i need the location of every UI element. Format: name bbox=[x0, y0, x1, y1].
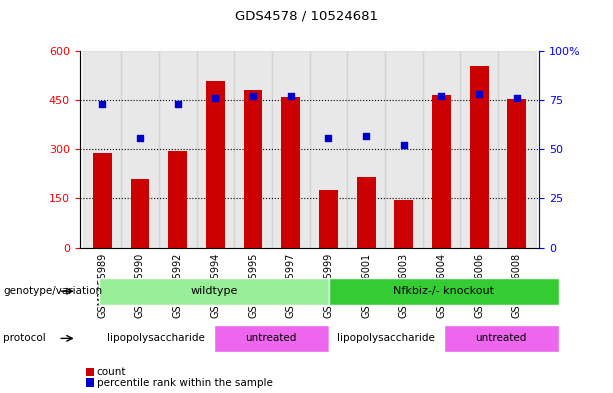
Point bbox=[361, 132, 371, 139]
Text: Nfkbiz-/- knockout: Nfkbiz-/- knockout bbox=[393, 286, 494, 296]
Point bbox=[286, 93, 295, 99]
Point bbox=[436, 93, 446, 99]
Bar bbox=[93, 152, 112, 248]
Text: untreated: untreated bbox=[246, 333, 297, 343]
Text: lipopolysaccharide: lipopolysaccharide bbox=[337, 333, 435, 343]
Bar bbox=[310, 51, 347, 248]
Text: percentile rank within the sample: percentile rank within the sample bbox=[97, 378, 273, 388]
Bar bbox=[460, 51, 498, 248]
Bar bbox=[243, 90, 262, 248]
Point bbox=[324, 134, 333, 141]
Bar bbox=[422, 51, 460, 248]
Bar bbox=[159, 51, 197, 248]
Point bbox=[135, 134, 145, 141]
Bar bbox=[432, 95, 451, 248]
Bar bbox=[281, 97, 300, 248]
Point bbox=[210, 95, 220, 101]
Bar bbox=[347, 51, 385, 248]
Point bbox=[97, 101, 107, 107]
Bar bbox=[470, 66, 489, 248]
Bar bbox=[319, 190, 338, 248]
Bar bbox=[357, 177, 376, 248]
Text: protocol: protocol bbox=[3, 333, 46, 343]
Point bbox=[173, 101, 183, 107]
Text: lipopolysaccharide: lipopolysaccharide bbox=[107, 333, 205, 343]
Text: untreated: untreated bbox=[476, 333, 527, 343]
Bar bbox=[394, 200, 413, 248]
Bar bbox=[272, 51, 310, 248]
Bar bbox=[197, 51, 234, 248]
Bar bbox=[498, 51, 536, 248]
Text: GDS4578 / 10524681: GDS4578 / 10524681 bbox=[235, 10, 378, 23]
Bar bbox=[508, 99, 526, 248]
Bar bbox=[206, 81, 225, 248]
Bar bbox=[83, 51, 121, 248]
Bar bbox=[121, 51, 159, 248]
Point bbox=[399, 142, 409, 149]
Bar bbox=[131, 179, 150, 248]
Text: count: count bbox=[97, 367, 126, 377]
Point bbox=[248, 93, 258, 99]
Bar bbox=[385, 51, 422, 248]
Text: wildtype: wildtype bbox=[190, 286, 237, 296]
Text: genotype/variation: genotype/variation bbox=[3, 286, 102, 296]
Bar bbox=[168, 151, 187, 248]
Point bbox=[474, 91, 484, 97]
Point bbox=[512, 95, 522, 101]
Bar bbox=[234, 51, 272, 248]
